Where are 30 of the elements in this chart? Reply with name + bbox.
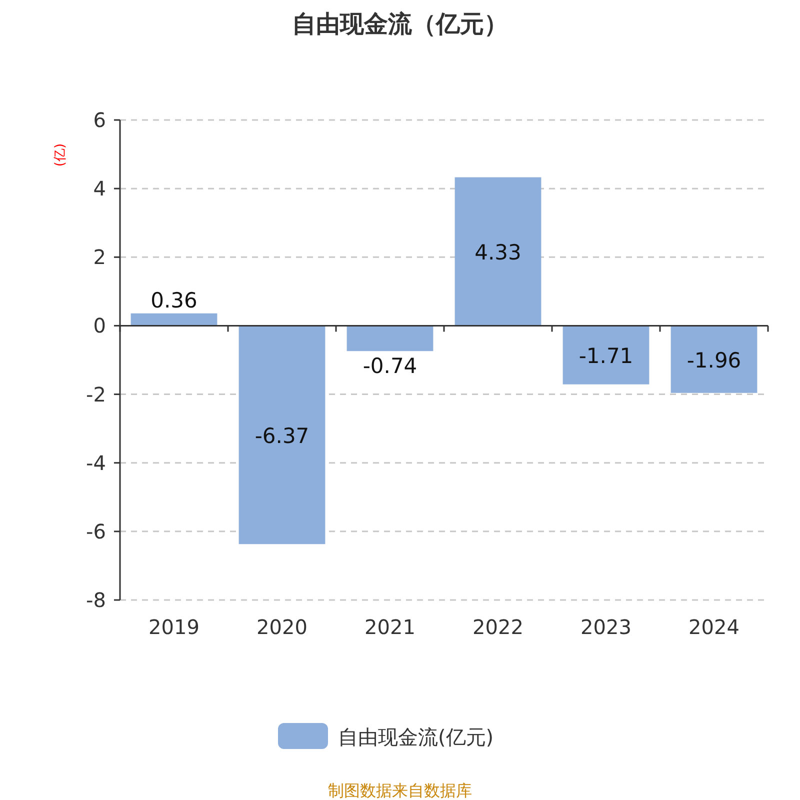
x-tick-label: 2020 [256, 615, 308, 639]
x-tick-label: 2022 [472, 615, 524, 639]
bar [238, 326, 326, 544]
data-label: -0.74 [362, 354, 418, 378]
bar [454, 177, 542, 326]
y-tick-label: -4 [86, 450, 106, 475]
chart-title: 自由现金流（亿元） [292, 10, 508, 38]
y-tick-label: -2 [86, 382, 106, 406]
text: 制图数据来自数据库 [328, 781, 472, 800]
data-label: -6.37 [254, 424, 310, 448]
x-tick-label: 2019 [148, 615, 200, 639]
x-tick-label: 2024 [688, 615, 740, 639]
legend-label: 自由现金流(亿元) [338, 725, 494, 749]
y-tick-label: 2 [93, 245, 106, 270]
y-tick-label: 6 [93, 108, 106, 132]
data-label: 4.33 [474, 240, 522, 264]
x-tick-label: 2021 [364, 615, 416, 639]
data-label: -1.71 [578, 344, 634, 368]
data-label: -1.96 [686, 348, 742, 372]
bar [346, 326, 434, 352]
y-tick-label: 0 [93, 314, 106, 338]
bar [562, 326, 650, 384]
x-tick-label: 2023 [580, 615, 632, 639]
bar [670, 326, 758, 393]
y-tick-label: -6 [86, 519, 106, 544]
bar [130, 313, 218, 326]
y-axis-title: (亿) [53, 143, 68, 167]
data-label: 0.36 [150, 288, 198, 312]
y-tick-label: -8 [86, 588, 106, 612]
y-tick-label: 4 [93, 176, 106, 201]
